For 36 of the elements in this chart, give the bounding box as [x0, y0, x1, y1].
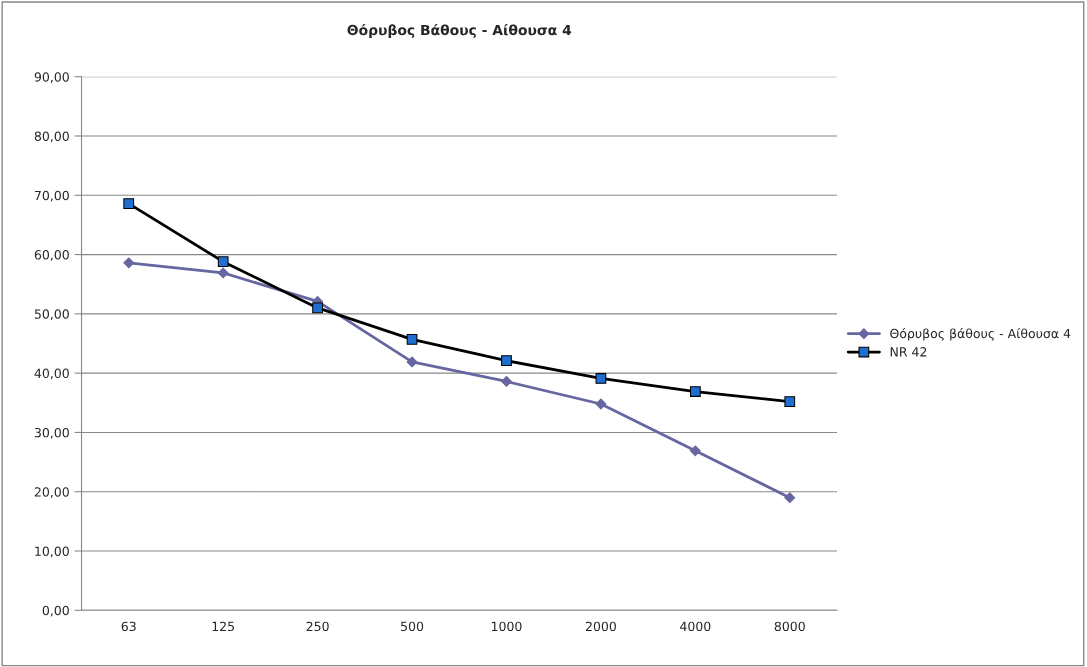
- point: [595, 398, 607, 410]
- y-tick-label: 60,00: [34, 250, 69, 261]
- y-tick-label: 50,00: [34, 309, 69, 321]
- x-tick-label: 8000: [774, 621, 805, 632]
- y-tick-label: 30,00: [34, 427, 69, 439]
- legend-label: Θόρυβος βάθους - Αίθουσα 4: [890, 328, 1071, 341]
- point: [689, 386, 701, 397]
- y-tick-label: 20,00: [34, 487, 69, 498]
- point: [689, 445, 701, 457]
- x-tick-label: 250: [306, 621, 329, 632]
- point: [406, 356, 418, 368]
- chart-title: Θόρυβος Βάθους - Αίθουσα 4: [347, 23, 572, 38]
- legend-label: NR 42: [890, 347, 927, 357]
- point: [501, 376, 512, 387]
- x-tick-label: 1000: [491, 621, 522, 632]
- point: [406, 333, 418, 345]
- x-tick-label: 125: [212, 621, 235, 632]
- point: [784, 492, 796, 504]
- x-tick-label: 2000: [585, 621, 616, 632]
- point: [501, 355, 512, 367]
- point: [123, 257, 135, 269]
- x-tick-label: 500: [401, 621, 424, 632]
- y-tick-label: 90,00: [34, 72, 69, 83]
- x-tick-label: 4000: [680, 621, 711, 632]
- y-tick-label: 10,00: [35, 546, 69, 558]
- point: [784, 396, 796, 407]
- y-tick-label: 80,00: [34, 131, 69, 143]
- y-tick-label: 0,00: [42, 605, 69, 617]
- y-tick-label: 70,00: [34, 190, 69, 202]
- x-tick-label: 63: [121, 621, 136, 632]
- point: [595, 373, 607, 384]
- y-tick-label: 40,00: [34, 368, 69, 380]
- point: [217, 267, 229, 279]
- point: [123, 198, 135, 209]
- point: [217, 256, 229, 268]
- point: [312, 302, 323, 314]
